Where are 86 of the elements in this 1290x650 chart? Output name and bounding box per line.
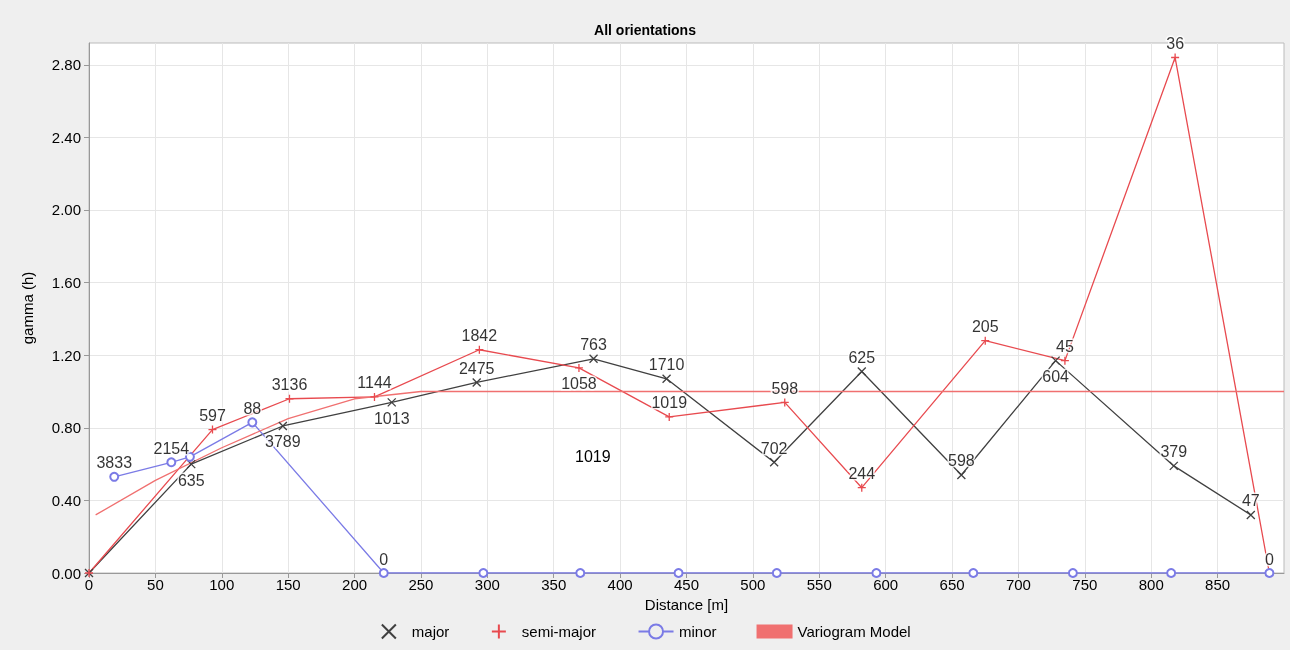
legend-label: Variogram Model — [797, 623, 911, 640]
annotation: 1019 — [575, 447, 611, 465]
x-tick-label: 100 — [209, 576, 235, 593]
y-tick-label: 0.80 — [51, 419, 81, 437]
y-tick-label: 2.40 — [51, 128, 81, 146]
point — [109, 471, 120, 482]
annotation: 0 — [379, 550, 389, 568]
annotation: 3136 — [271, 376, 308, 394]
chart-title: All orientations — [594, 22, 697, 38]
point — [769, 457, 779, 467]
annotation: 702 — [760, 439, 788, 457]
point — [186, 459, 196, 469]
y-tick-label: 1.60 — [51, 274, 81, 292]
point — [871, 568, 882, 578]
point — [1246, 510, 1256, 520]
y-tick-label: 2.00 — [51, 201, 81, 219]
point — [1050, 355, 1061, 366]
annotation: 379 — [1160, 443, 1188, 461]
x-tick-label: 350 — [541, 576, 567, 593]
point — [472, 377, 482, 388]
x-tick-label: 250 — [408, 576, 434, 593]
x-tick-label: 800 — [1138, 576, 1164, 593]
annotation: 763 — [580, 336, 607, 354]
point — [478, 568, 489, 578]
x-tick-label: 750 — [1072, 576, 1098, 593]
annotation: 2154 — [153, 439, 190, 457]
point — [857, 366, 867, 377]
annotation: 2475 — [458, 359, 495, 377]
point — [575, 568, 586, 578]
y-tick-label: 1.20 — [51, 346, 81, 364]
point — [1060, 355, 1070, 366]
annotation: 1144 — [357, 374, 392, 392]
point — [1067, 568, 1078, 578]
point — [673, 568, 684, 578]
point — [956, 470, 966, 480]
annotation: 1013 — [373, 409, 410, 427]
point — [771, 568, 782, 578]
annotation: 244 — [848, 465, 876, 483]
annotation: 1058 — [561, 375, 597, 393]
x-tick-label: 150 — [275, 576, 301, 593]
y-tick-label: 0.40 — [51, 491, 81, 509]
point — [387, 397, 397, 408]
annotation: 598 — [948, 452, 975, 470]
point — [1169, 461, 1179, 471]
point — [1166, 568, 1177, 578]
point — [166, 457, 177, 468]
y-tick-label: 2.80 — [51, 56, 81, 74]
annotation: 1842 — [461, 327, 498, 345]
annotation: 635 — [177, 471, 205, 489]
point — [664, 412, 674, 422]
point — [661, 374, 672, 384]
point — [278, 421, 288, 431]
legend-label: major — [411, 623, 450, 640]
x-axis-title: Distance [m] — [644, 595, 729, 613]
point — [378, 568, 389, 578]
x-tick-label: 450 — [673, 576, 700, 593]
annotation: 205 — [971, 318, 999, 336]
x-tick-label: 650 — [939, 576, 965, 593]
x-tick-label: 550 — [806, 576, 832, 593]
point — [1170, 52, 1180, 63]
y-tick-label: 0.00 — [51, 564, 81, 582]
legend-label: semi-major — [521, 623, 597, 640]
legend-label: minor — [679, 623, 717, 640]
point — [588, 354, 599, 364]
y-axis-title: gamma (h) — [19, 271, 36, 345]
x-tick-label: 0 — [84, 576, 94, 593]
annotation: 36 — [1166, 35, 1185, 53]
annotation: 597 — [199, 407, 226, 425]
x-tick-label: 400 — [607, 576, 633, 593]
annotation: 625 — [848, 349, 876, 367]
x-tick-label: 600 — [873, 576, 899, 593]
annotation: 3833 — [96, 454, 133, 472]
x-tick-label: 500 — [740, 576, 766, 593]
point — [968, 568, 979, 578]
annotation: 1019 — [651, 394, 688, 412]
x-tick-label: 50 — [147, 576, 164, 593]
x-tick-label: 850 — [1205, 576, 1231, 593]
x-tick-label: 700 — [1005, 576, 1031, 593]
point — [369, 392, 380, 402]
x-tick-label: 300 — [474, 576, 500, 593]
annotation: 604 — [1042, 368, 1070, 386]
x-tick-label: 200 — [342, 576, 368, 593]
point — [247, 417, 258, 428]
annotation: 88 — [243, 399, 262, 417]
annotation: 1710 — [648, 356, 685, 374]
point — [574, 363, 584, 373]
